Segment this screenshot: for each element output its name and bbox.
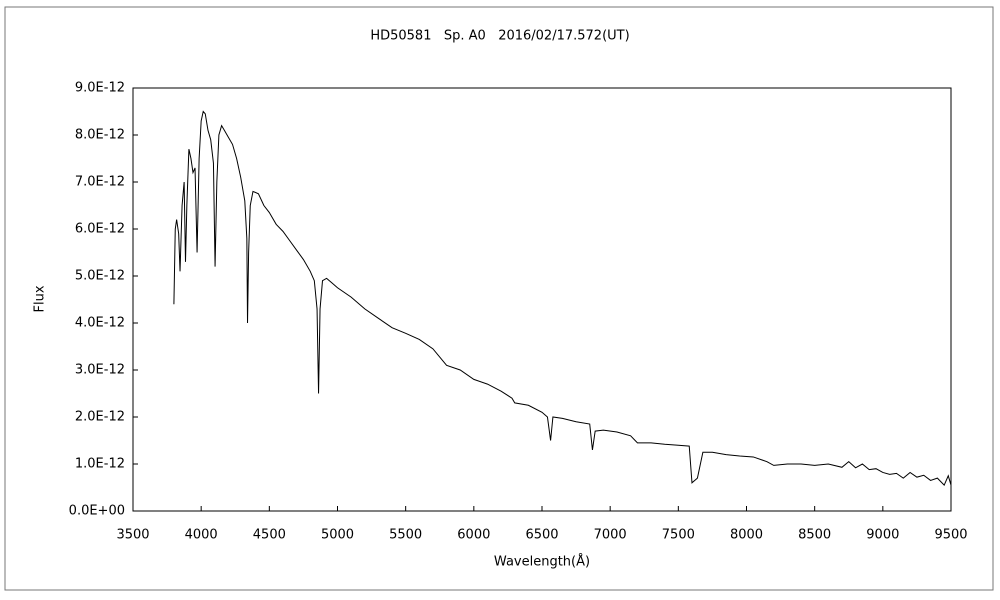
- y-tick-label: 3.0E-12: [75, 363, 125, 378]
- x-tick-label: 3500: [116, 528, 149, 543]
- x-tick-label: 5000: [321, 528, 354, 543]
- y-tick-label: 0.0E+00: [69, 504, 125, 519]
- x-tick-label: 9000: [866, 528, 899, 543]
- x-tick-label: 6000: [457, 528, 490, 543]
- frame: [4, 6, 994, 591]
- x-tick-label: 4500: [253, 528, 286, 543]
- y-tick-label: 9.0E-12: [75, 81, 125, 96]
- y-tick-label: 4.0E-12: [75, 316, 125, 331]
- spectrum-line: [173, 110, 952, 487]
- y-tick-label: 2.0E-12: [75, 410, 125, 425]
- y-tick-label: 6.0E-12: [75, 222, 125, 237]
- x-axis-label: Wavelength(Å): [494, 554, 590, 570]
- y-tick-label: 8.0E-12: [75, 128, 125, 143]
- y-tick-label: 5.0E-12: [75, 269, 125, 284]
- x-tick-label: 5500: [389, 528, 422, 543]
- chart-title: HD50581 Sp. A0 2016/02/17.572(UT): [370, 29, 629, 44]
- x-tick-label: 7000: [594, 528, 627, 543]
- x-tick-label: 4000: [185, 528, 218, 543]
- x-tick-label: 6500: [525, 528, 558, 543]
- y-axis-label: Flux: [33, 285, 48, 312]
- x-tick-label: 9500: [934, 528, 967, 543]
- x-tick-label: 8000: [730, 528, 763, 543]
- y-tick-label: 1.0E-12: [75, 457, 125, 472]
- x-tick-label: 8500: [798, 528, 831, 543]
- y-tick-label: 7.0E-12: [75, 175, 125, 190]
- x-tick-label: 7500: [662, 528, 695, 543]
